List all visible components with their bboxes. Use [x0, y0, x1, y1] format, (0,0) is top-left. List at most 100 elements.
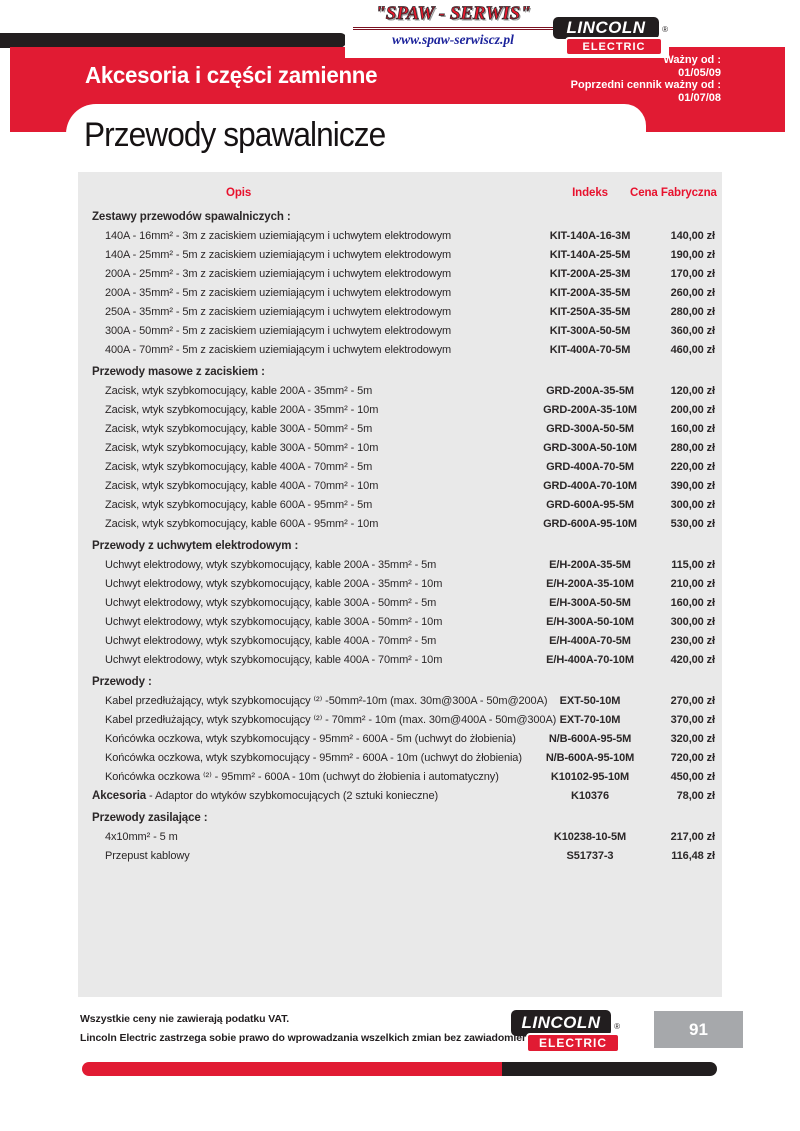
row-description: 300A - 50mm² - 5m z zaciskiem uziemiając…: [86, 325, 550, 337]
row-description: Końcówka oczkowa, wtyk szybkomocujący - …: [86, 752, 550, 764]
table-row: 140A - 16mm² - 3m z zaciskiem uziemiając…: [86, 226, 715, 245]
spaw-serwis-wordmark: "SPAW - SERWIS": [353, 3, 553, 30]
table-row: 300A - 50mm² - 5m z zaciskiem uziemiając…: [86, 321, 715, 340]
row-index: S51737-3: [566, 849, 614, 862]
row-price: 200,00 zł: [670, 403, 715, 416]
row-description: Uchwyt elektrodowy, wtyk szybkomocujący,…: [86, 635, 550, 647]
row-price: 280,00 zł: [670, 305, 715, 318]
table-row: Zacisk, wtyk szybkomocujący, kable 400A …: [86, 457, 715, 476]
table-section: Przewody masowe z zaciskiem : Zacisk, wt…: [86, 362, 715, 533]
row-price: 160,00 zł: [670, 422, 715, 435]
row-price: 115,00 zł: [671, 558, 715, 571]
table-section: Przewody zasilające : 4x10mm² - 5 m K102…: [86, 808, 715, 865]
registered-mark-icon: ®: [662, 25, 668, 34]
row-index: E/H-300A-50-10M: [546, 615, 634, 628]
row-price: 460,00 zł: [670, 343, 715, 356]
row-index: E/H-300A-50-5M: [549, 596, 631, 609]
spaw-serwis-logo: "SPAW - SERWIS" www.spaw-serwiscz.pl: [353, 3, 553, 48]
section-title: Przewody :: [92, 675, 152, 688]
electric-wordmark: ELECTRIC: [526, 1033, 620, 1053]
table-row: Uchwyt elektrodowy, wtyk szybkomocujący,…: [86, 555, 715, 574]
row-description: Zacisk, wtyk szybkomocujący, kable 300A …: [86, 423, 550, 435]
row-price: 190,00 zł: [670, 248, 715, 261]
section-rows: Uchwyt elektrodowy, wtyk szybkomocujący,…: [86, 555, 715, 669]
row-index: E/H-200A-35-10M: [546, 577, 634, 590]
section-rows: 140A - 16mm² - 3m z zaciskiem uziemiając…: [86, 226, 715, 359]
footer-bar-black-segment: [502, 1062, 717, 1076]
table-section: Przewody z uchwytem elektrodowym : Uchwy…: [86, 536, 715, 669]
table-row: 140A - 25mm² - 5m z zaciskiem uziemiając…: [86, 245, 715, 264]
table-row: Akcesoria - Adaptor do wtyków szybkomocu…: [86, 786, 715, 805]
row-desc: Przepust kablowy: [105, 849, 190, 862]
price-table: Opis Indeks Cena Fabryczna Zestawy przew…: [78, 172, 722, 997]
row-price: 450,00 zł: [670, 770, 715, 783]
table-row: Uchwyt elektrodowy, wtyk szybkomocujący,…: [86, 631, 715, 650]
section-rows: Akcesoria - Adaptor do wtyków szybkomocu…: [86, 786, 715, 805]
row-price: 78,00 zł: [676, 789, 715, 802]
table-row: Zacisk, wtyk szybkomocujący, kable 600A …: [86, 514, 715, 533]
row-desc: Końcówka oczkowa ⁽²⁾ - 95mm² - 600A - 10…: [105, 771, 499, 783]
row-index: N/B-600A-95-5M: [548, 732, 632, 745]
row-desc: Zacisk, wtyk szybkomocujący, kable 300A …: [105, 422, 373, 435]
row-description: Uchwyt elektrodowy, wtyk szybkomocujący,…: [86, 616, 550, 628]
table-row: Przepust kablowy S51737-3 116,48 zł: [86, 846, 715, 865]
row-price: 217,00 zł: [670, 830, 715, 843]
row-price: 260,00 zł: [670, 286, 715, 299]
row-description: Zacisk, wtyk szybkomocujący, kable 600A …: [86, 518, 550, 530]
column-header-description: Opis: [226, 187, 252, 199]
row-price: 220,00 zł: [670, 460, 715, 473]
row-index: K10238-10-5M: [553, 830, 627, 843]
row-price: 210,00 zł: [670, 577, 715, 590]
row-desc: 250A - 35mm² - 5m z zaciskiem uziemiając…: [105, 305, 452, 318]
row-price: 370,00 zł: [670, 713, 715, 726]
row-index: K10376: [571, 789, 609, 802]
row-description: Zacisk, wtyk szybkomocujący, kable 300A …: [86, 442, 550, 454]
row-index: E/H-200A-35-5M: [549, 558, 631, 571]
table-header-row: Opis Indeks Cena Fabryczna: [86, 182, 717, 204]
top-black-bar: [0, 33, 347, 48]
row-price: 390,00 zł: [670, 479, 715, 492]
table-row: Uchwyt elektrodowy, wtyk szybkomocujący,…: [86, 574, 715, 593]
row-index: GRD-300A-50-5M: [546, 422, 634, 435]
row-index: KIT-140A-25-5M: [549, 248, 631, 261]
row-desc: Uchwyt elektrodowy, wtyk szybkomocujący,…: [105, 577, 443, 590]
table-row: Zacisk, wtyk szybkomocujący, kable 600A …: [86, 495, 715, 514]
row-desc: 140A - 16mm² - 3m z zaciskiem uziemiając…: [105, 229, 452, 242]
lincoln-wordmark: LINCOLN: [553, 17, 659, 39]
row-desc: Zacisk, wtyk szybkomocujący, kable 200A …: [105, 384, 373, 397]
lincoln-electric-logo: LINCOLN ® ELECTRIC: [553, 17, 668, 56]
row-desc: 300A - 50mm² - 5m z zaciskiem uziemiając…: [105, 324, 452, 337]
table-row: Końcówka oczkowa, wtyk szybkomocujący - …: [86, 748, 715, 767]
row-desc: Zacisk, wtyk szybkomocujący, kable 400A …: [105, 479, 379, 492]
previous-price-list-label: Poprzedni cennik ważny od :: [570, 79, 721, 91]
column-header-index: Indeks: [572, 187, 608, 199]
row-index: KIT-140A-16-3M: [549, 229, 631, 242]
row-index: EXT-70-10M: [559, 713, 621, 726]
row-index: KIT-200A-25-3M: [549, 267, 631, 280]
row-description: Końcówka oczkowa, wtyk szybkomocujący - …: [86, 733, 550, 745]
row-description: Uchwyt elektrodowy, wtyk szybkomocujący,…: [86, 597, 550, 609]
row-desc: Zacisk, wtyk szybkomocujący, kable 600A …: [105, 517, 379, 530]
valid-from-date: 01/05/09: [678, 66, 721, 79]
row-description: Uchwyt elektrodowy, wtyk szybkomocujący,…: [86, 654, 550, 666]
row-description: Końcówka oczkowa ⁽²⁾ - 95mm² - 600A - 10…: [86, 770, 550, 783]
row-desc: Końcówka oczkowa, wtyk szybkomocujący - …: [105, 751, 522, 764]
footer-notes: Wszystkie ceny nie zawierają podatku VAT…: [80, 1010, 540, 1048]
table-section: Akcesoria - Adaptor do wtyków szybkomocu…: [86, 786, 715, 805]
row-description: 4x10mm² - 5 m: [86, 831, 550, 843]
row-price: 116,48 zł: [671, 849, 715, 862]
row-index: KIT-400A-70-5M: [549, 343, 631, 356]
table-row: 200A - 35mm² - 5m z zaciskiem uziemiając…: [86, 283, 715, 302]
table-row: 200A - 25mm² - 3m z zaciskiem uziemiając…: [86, 264, 715, 283]
row-desc: Kabel przedłużający, wtyk szybkomocujący…: [105, 714, 557, 726]
row-price: 300,00 zł: [670, 615, 715, 628]
row-desc: Końcówka oczkowa, wtyk szybkomocujący - …: [105, 732, 516, 745]
row-desc: Uchwyt elektrodowy, wtyk szybkomocujący,…: [105, 653, 443, 666]
section-rows: Zacisk, wtyk szybkomocujący, kable 200A …: [86, 381, 715, 533]
row-description: Zacisk, wtyk szybkomocujący, kable 600A …: [86, 499, 550, 511]
row-desc: 4x10mm² - 5 m: [105, 830, 178, 843]
row-index: GRD-300A-50-10M: [543, 441, 637, 454]
row-description: 140A - 16mm² - 3m z zaciskiem uziemiając…: [86, 230, 550, 242]
row-index: K10102-95-10M: [550, 770, 630, 783]
